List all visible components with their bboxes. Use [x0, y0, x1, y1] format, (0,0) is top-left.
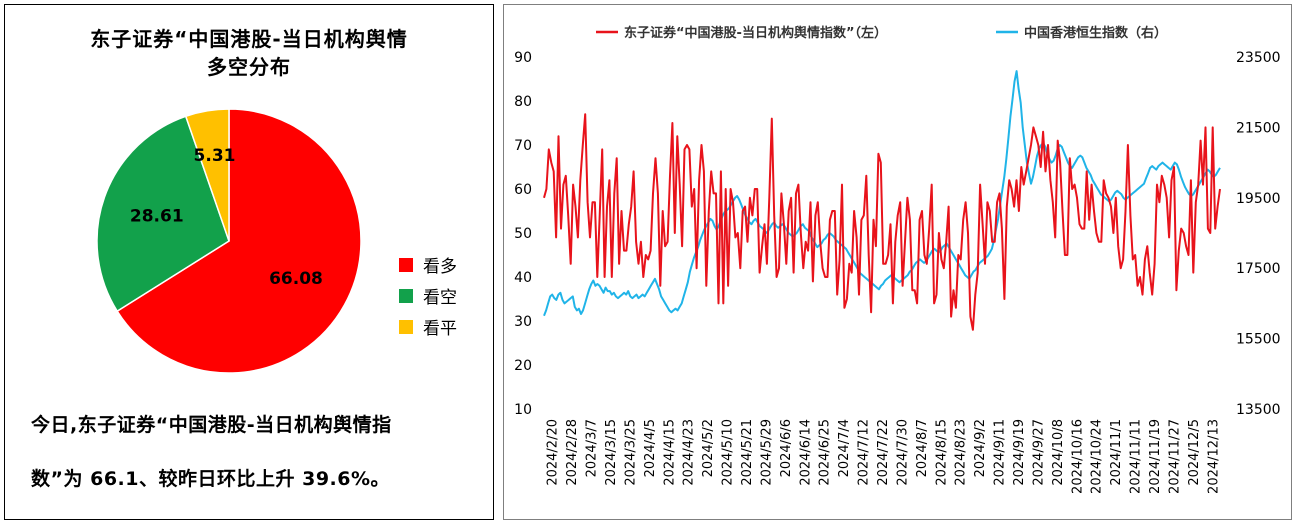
y-right-tick-label: 13500: [1236, 402, 1281, 418]
x-tick-label: 2024/8/15: [934, 419, 949, 486]
y-left-tick-label: 90: [514, 50, 532, 66]
x-tick-label: 2024/2/20: [546, 419, 561, 486]
legend-label-series-1: 中国香港恒生指数（右）: [1024, 25, 1167, 41]
x-tick-label: 2024/4/15: [662, 419, 677, 486]
y-right-tick-label: 15500: [1236, 332, 1281, 348]
x-tick-label: 2024/6/6: [779, 419, 794, 477]
pie-value-label-neutral: 5.31: [194, 146, 236, 166]
pie-value-label-bullish: 66.08: [269, 269, 323, 289]
x-tick-label: 2024/5/2: [701, 419, 716, 477]
x-tick-label: 2024/11/27: [1167, 419, 1182, 494]
x-tick-label: 2024/10/8: [1051, 419, 1066, 486]
pie-panel: 东子证券“中国港股-当日机构舆情 多空分布 66.08 28.61 5.31 看多 …: [4, 4, 494, 520]
pie-title-line2: 多空分布: [207, 55, 291, 79]
y-left-tick-label: 10: [514, 402, 532, 418]
pie-chart: 66.08 28.61 5.31: [96, 108, 362, 374]
line-chart: 东子证券“中国港股-当日机构舆情指数”（左） 中国香港恒生指数（右） 10 20 30 4…: [514, 25, 1281, 494]
pie-slice-bearish: [96, 115, 230, 313]
y-right-tick-label: 21500: [1236, 120, 1281, 136]
series-line-hang-seng-index: [543, 70, 1221, 317]
y-left-tick-label: 60: [514, 182, 532, 198]
x-tick-label: 2024/11/11: [1129, 419, 1144, 494]
x-tick-label: 2024/8/23: [954, 419, 969, 486]
x-tick-label: 2024/7/12: [857, 419, 872, 486]
legend-label-bearish: 看空: [423, 288, 457, 308]
x-tick-label: 2024/3/15: [604, 419, 619, 486]
legend-swatch-neutral: [399, 319, 413, 334]
x-tick-label: 2024/3/7: [585, 419, 600, 477]
legend-label-bullish: 看多: [423, 257, 457, 277]
x-tick-label: 2024/9/19: [1012, 419, 1027, 486]
x-tick-label: 2024/12/13: [1206, 419, 1221, 494]
y-right-tick-label: 23500: [1236, 50, 1281, 66]
x-tick-label: 2024/9/27: [1031, 419, 1046, 486]
y-left-tick-label: 80: [514, 94, 532, 110]
x-tick-label: 2024/5/29: [759, 419, 774, 486]
x-tick-label: 2024/4/5: [643, 419, 658, 477]
legend-swatch-bearish: [399, 288, 413, 303]
summary-line1: 今日,东子证券“中国港股-当日机构舆情指: [31, 414, 392, 436]
legend-item-bearish: 看空: [399, 283, 457, 308]
x-tick-label: 2024/12/5: [1187, 419, 1202, 486]
x-tick-label: 2024/3/25: [623, 419, 638, 486]
legend-label-neutral: 看平: [423, 319, 457, 339]
y-left-tick-label: 70: [514, 138, 532, 154]
y-left-tick-label: 50: [514, 226, 532, 242]
y-left-tick-label: 20: [514, 358, 532, 374]
legend-swatch-bullish: [399, 257, 413, 272]
x-tick-label: 2024/7/4: [837, 419, 852, 477]
series-line-sentiment-index: [543, 113, 1221, 331]
x-tick-label: 2024/10/24: [1090, 419, 1105, 494]
x-tick-label: 2024/6/14: [798, 419, 813, 486]
x-tick-label: 2024/7/22: [876, 419, 891, 486]
legend-item-bullish: 看多: [399, 252, 457, 277]
x-tick-label: 2024/9/11: [993, 419, 1008, 486]
x-tick-label: 2024/11/1: [1109, 419, 1124, 486]
y-left-tick-label: 30: [514, 314, 532, 330]
x-tick-label: 2024/9/2: [973, 419, 988, 477]
y-left-tick-label: 40: [514, 270, 532, 286]
x-tick-label: 2024/11/19: [1148, 419, 1163, 494]
x-tick-label: 2024/2/28: [565, 419, 580, 486]
legend-item-neutral: 看平: [399, 314, 457, 339]
x-tick-label: 2024/6/25: [818, 419, 833, 486]
y-right-tick-label: 17500: [1236, 261, 1281, 277]
line-chart-panel: 东子证券“中国港股-当日机构舆情指数”（左） 中国香港恒生指数（右） 10 20 30 4…: [503, 4, 1292, 520]
x-tick-label: 2024/4/23: [682, 419, 697, 486]
pie-title-line1: 东子证券“中国港股-当日机构舆情: [90, 27, 408, 51]
x-tick-label: 2024/7/30: [895, 419, 910, 486]
x-tick-label: 2024/5/10: [721, 419, 736, 486]
pie-slice-neutral: [184, 108, 230, 242]
x-tick-label: 2024/8/7: [915, 419, 930, 477]
y-right-tick-label: 19500: [1236, 191, 1281, 207]
pie-slice-bullish: [116, 108, 362, 374]
legend-label-series-0: 东子证券“中国港股-当日机构舆情指数”（左）: [624, 25, 887, 41]
x-tick-label: 2024/5/21: [740, 419, 755, 486]
x-tick-label: 2024/10/16: [1070, 419, 1085, 494]
summary-line2: 数”为 66.1、较昨日环比上升 39.6%。: [31, 468, 391, 490]
pie-value-label-bearish: 28.61: [130, 207, 184, 227]
